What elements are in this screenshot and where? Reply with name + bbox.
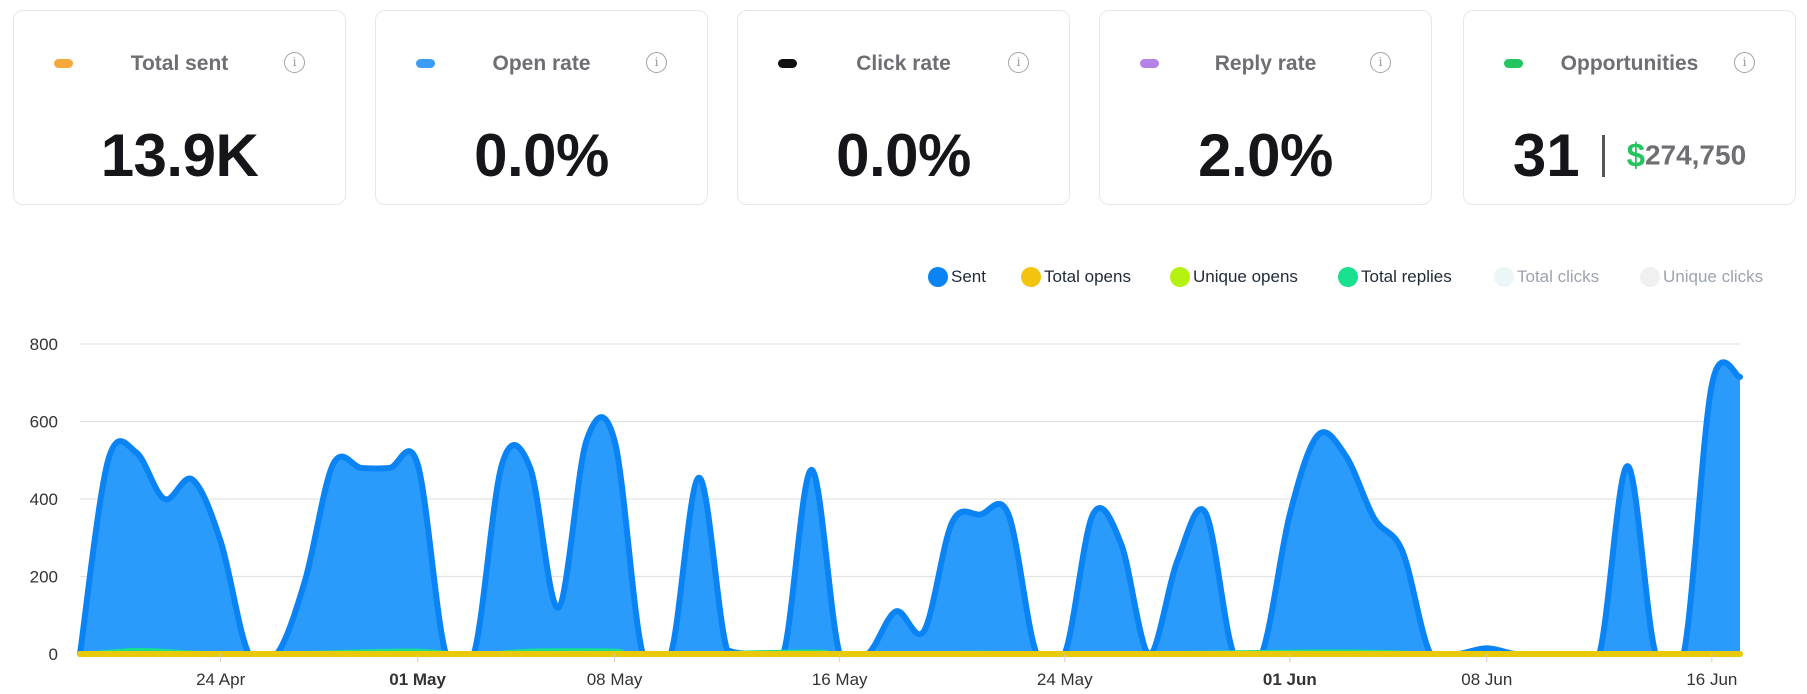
open-rate-value: 0.0% xyxy=(474,122,609,189)
opportunities-amount: 274,750 xyxy=(1644,139,1747,171)
x-tick-label: 24 May xyxy=(1037,670,1093,689)
total-sent-title: Total sent xyxy=(130,52,229,75)
info-icon[interactable]: i xyxy=(1734,52,1755,73)
click-rate-title: Click rate xyxy=(856,52,951,75)
y-tick-label: 400 xyxy=(30,490,58,509)
info-icon[interactable]: i xyxy=(646,52,667,73)
open-rate-swatch xyxy=(416,59,435,68)
click-rate-card: Click rate i 0.0% xyxy=(737,10,1070,205)
legend-label: Sent xyxy=(951,267,986,286)
legend-label: Unique opens xyxy=(1193,267,1298,286)
reply-rate-value: 2.0% xyxy=(1198,122,1333,189)
legend-label: Total replies xyxy=(1361,267,1452,286)
info-icon[interactable]: i xyxy=(284,52,305,73)
legend-dot xyxy=(1338,267,1358,287)
y-tick-label: 800 xyxy=(30,335,58,354)
info-icon[interactable]: i xyxy=(1370,52,1391,73)
legend-label: Total clicks xyxy=(1517,267,1600,286)
reply-rate-card: Reply rate i 2.0% xyxy=(1099,10,1432,205)
opportunities-card: Opportunities i 31 $274,750 xyxy=(1463,10,1796,205)
y-tick-label: 0 xyxy=(49,645,58,664)
chart-legend: Sent Total opens Unique opens Total repl… xyxy=(928,265,1798,289)
x-axis: 24 Apr 01 May 08 May 16 May 24 May 01 Jun 08 J… xyxy=(196,654,1737,689)
x-tick-label: 08 Jun xyxy=(1461,670,1512,689)
x-tick-label: 08 May xyxy=(587,670,643,689)
stats-cards: Total sent i 13.9K Open rate i 0.0% Clic… xyxy=(13,10,1796,205)
open-rate-card: Open rate i 0.0% xyxy=(375,10,708,205)
opportunities-swatch xyxy=(1504,59,1523,68)
opportunities-value: 31 $274,750 xyxy=(1464,121,1795,190)
legend-dot xyxy=(928,267,948,287)
legend-dot xyxy=(1494,267,1514,287)
reply-rate-swatch xyxy=(1140,59,1159,68)
y-axis: 0 200 400 600 800 xyxy=(30,335,58,664)
click-rate-value: 0.0% xyxy=(836,122,971,189)
legend-dot xyxy=(1640,267,1660,287)
open-rate-title: Open rate xyxy=(492,52,591,75)
x-tick-label: 01 Jun xyxy=(1263,670,1317,689)
x-tick-label: 16 May xyxy=(812,670,868,689)
total-sent-card: Total sent i 13.9K xyxy=(13,10,346,205)
legend-label: Unique clicks xyxy=(1663,267,1764,286)
dollar-sign: $ xyxy=(1626,136,1645,174)
info-icon[interactable]: i xyxy=(1008,52,1029,73)
x-tick-label: 01 May xyxy=(389,670,446,689)
sent-area xyxy=(80,362,1740,654)
x-tick-label: 24 Apr xyxy=(196,670,245,689)
y-tick-label: 200 xyxy=(30,568,58,587)
divider xyxy=(1601,134,1605,177)
opportunities-count: 31 xyxy=(1512,122,1580,189)
y-tick-label: 600 xyxy=(30,413,58,432)
reply-rate-title: Reply rate xyxy=(1214,52,1317,75)
series-areas xyxy=(77,359,1743,658)
total-sent-swatch xyxy=(54,59,73,68)
click-rate-swatch xyxy=(778,59,797,68)
legend-label: Total opens xyxy=(1044,267,1131,286)
opportunities-title: Opportunities xyxy=(1560,52,1699,75)
legend-dot xyxy=(1170,267,1190,287)
legend-dot xyxy=(1021,267,1041,287)
x-tick-label: 16 Jun xyxy=(1686,670,1737,689)
total-sent-value: 13.9K xyxy=(100,122,259,189)
